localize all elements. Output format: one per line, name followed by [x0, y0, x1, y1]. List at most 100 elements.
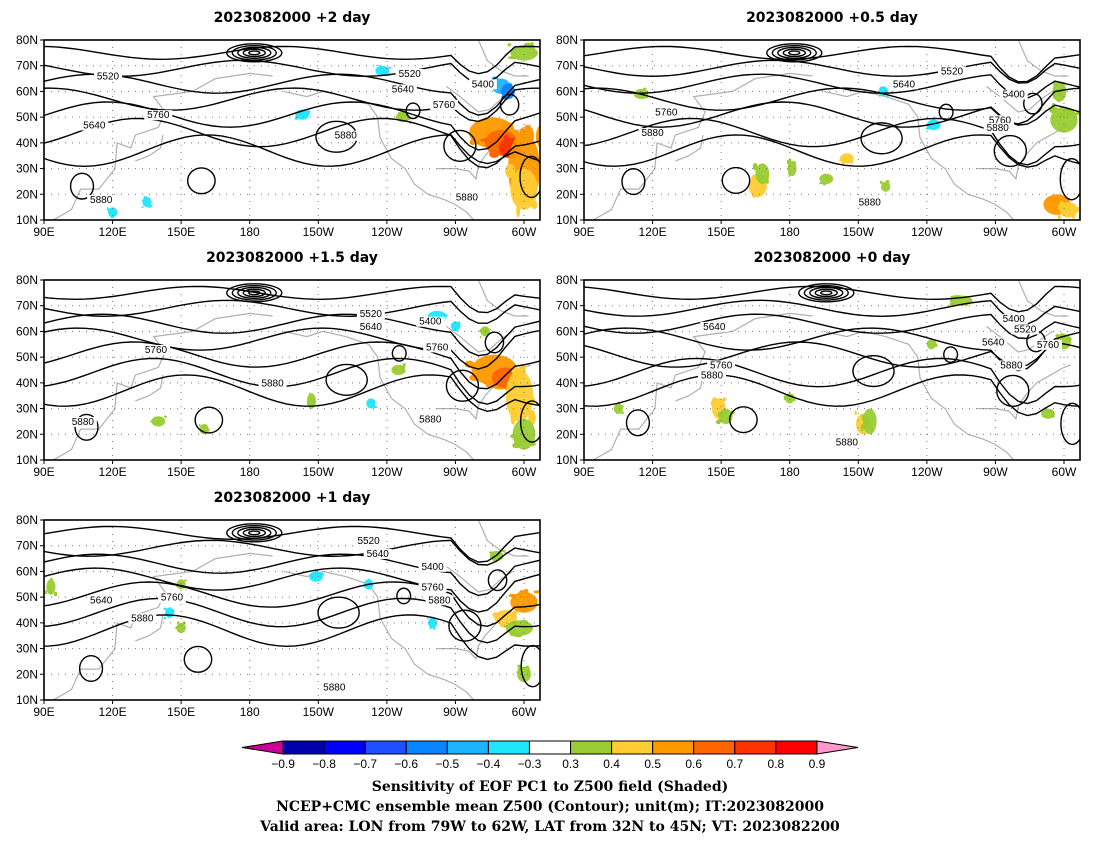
- sensitivity-shading: [185, 588, 187, 591]
- sensitivity-shading: [1043, 415, 1047, 418]
- closed-contour: [860, 122, 903, 155]
- lat-tick-label: 20N: [16, 427, 38, 441]
- sensitivity-shading: [516, 192, 524, 200]
- contour-label: 5880: [72, 417, 95, 428]
- low-center-contour: [809, 286, 844, 299]
- sensitivity-shading: [516, 204, 520, 218]
- sensitivity-shading: [533, 590, 540, 594]
- low-center-contour: [248, 290, 261, 296]
- contour-label: 5760: [433, 100, 456, 111]
- colorbar-tick-label: 0.9: [809, 757, 826, 771]
- lat-tick-label: 30N: [16, 642, 38, 656]
- sensitivity-shading: [1049, 106, 1058, 114]
- contour-label: 5520: [941, 66, 964, 77]
- lat-tick-label: 70N: [556, 299, 578, 313]
- sensitivity-shading: [878, 95, 881, 97]
- contour-label-bg: [707, 360, 736, 371]
- z500-contour: [584, 299, 1080, 325]
- contour-label: 5520: [360, 309, 383, 320]
- sensitivity-shading: [850, 162, 853, 165]
- contour-label-bg: [855, 197, 884, 208]
- lat-tick-label: 40N: [16, 376, 38, 390]
- colorbar-tick-label: 0.7: [726, 757, 743, 771]
- contour-label-bg: [999, 89, 1028, 100]
- lat-tick-label: 30N: [556, 402, 578, 416]
- lat-tick-label: 50N: [16, 590, 38, 604]
- sensitivity-shading: [158, 417, 162, 419]
- map-frame: [583, 279, 1081, 461]
- lat-tick-label: 10N: [16, 213, 38, 227]
- z500-contour: [44, 374, 540, 413]
- sensitivity-shading: [294, 116, 299, 120]
- sensitivity-shading: [295, 114, 300, 117]
- contour-label-bg: [986, 115, 1014, 126]
- z500-contour: [44, 45, 540, 75]
- contour-label-bg: [331, 130, 360, 141]
- sensitivity-shading: [1059, 202, 1078, 218]
- lat-tick-label: 60N: [16, 84, 38, 98]
- sensitivity-shading: [854, 410, 857, 416]
- sensitivity-shading: [881, 86, 885, 89]
- sensitivity-shading: [616, 411, 618, 415]
- sensitivity-shading: [503, 625, 509, 628]
- lat-tick-label: 80N: [16, 513, 38, 527]
- z500-contour: [44, 73, 540, 116]
- lon-tick-label: 60W: [512, 465, 537, 479]
- z500-contour: [44, 117, 540, 169]
- contour-label: 5880: [419, 414, 442, 425]
- colorbar-swatch: [734, 740, 777, 755]
- lat-tick-label: 10N: [16, 693, 38, 707]
- contour-label-bg: [652, 107, 681, 118]
- sensitivity-shading: [524, 42, 531, 47]
- contour-label: 5640: [360, 322, 383, 333]
- sensitivity-shading: [500, 145, 505, 151]
- colorbar-swatch: [693, 740, 736, 755]
- sensitivity-shading: [399, 364, 402, 367]
- colorbar-swatch: [323, 740, 366, 755]
- lon-tick-label: 90E: [33, 705, 54, 719]
- sensitivity-shading: [1061, 333, 1064, 337]
- colorbar-tick-label: 0.6: [685, 757, 702, 771]
- sensitivity-shading: [205, 424, 208, 427]
- sensitivity-shading: [790, 165, 794, 168]
- low-center-contour: [788, 50, 801, 56]
- sensitivity-shading: [783, 396, 787, 401]
- map-frame: [43, 39, 541, 221]
- coastline: [52, 552, 273, 700]
- low-center-contour: [814, 288, 838, 298]
- sensitivity-shading: [165, 610, 169, 614]
- sensitivity-shading: [786, 159, 791, 165]
- contour-label: 5520: [357, 536, 380, 547]
- sensitivity-shading: [387, 67, 392, 69]
- sensitivity-shading: [184, 626, 186, 629]
- z500-contour: [584, 117, 1080, 166]
- contour-label: 5520: [97, 72, 120, 83]
- z500-contour: [44, 101, 540, 151]
- sensitivity-shading: [312, 398, 315, 404]
- sensitivity-shading: [313, 572, 318, 575]
- sensitivity-shading: [175, 626, 179, 630]
- sensitivity-shading: [1057, 204, 1062, 208]
- contour-label-bg: [983, 123, 1012, 133]
- contour-label: 5880: [456, 192, 479, 203]
- contour-label: 5640: [90, 595, 113, 606]
- contour-label: 5880: [131, 613, 154, 624]
- contour-label: 5760: [655, 108, 678, 119]
- closed-contour: [993, 134, 1027, 168]
- low-center-contour: [242, 528, 266, 538]
- contour-label-bg: [142, 345, 170, 355]
- z500-contour: [584, 45, 1080, 83]
- sensitivity-shading: [144, 195, 146, 199]
- sensitivity-shading: [643, 87, 647, 91]
- contour-label: 5760: [147, 110, 170, 121]
- sensitivity-shading: [934, 341, 937, 343]
- low-center-contour: [766, 43, 823, 63]
- sensitivity-shading: [372, 584, 374, 588]
- closed-contour: [520, 644, 540, 688]
- contour-label: 5400: [472, 79, 495, 90]
- sensitivity-shading: [44, 590, 48, 595]
- closed-contour: [1023, 92, 1043, 115]
- closed-contour: [621, 168, 646, 196]
- closed-contour: [943, 346, 959, 364]
